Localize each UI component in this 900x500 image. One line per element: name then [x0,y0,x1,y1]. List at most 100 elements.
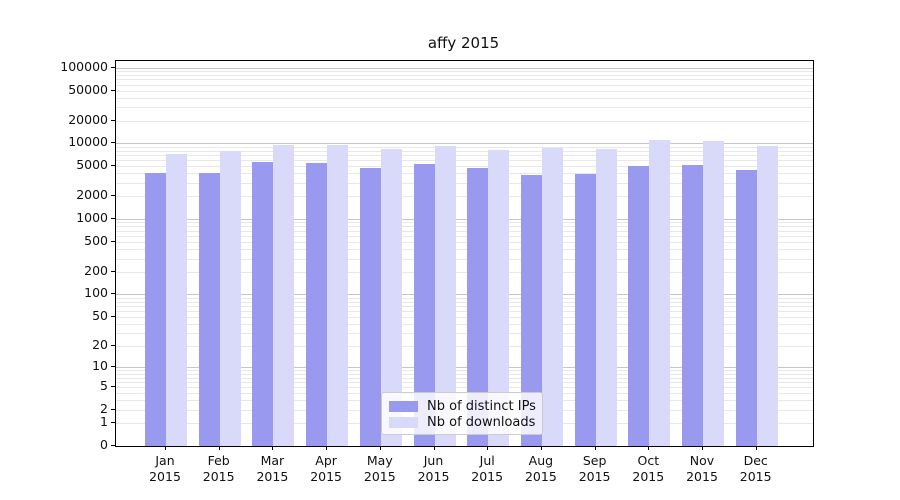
legend-item-distinct-ips: Nb of distinct IPs [389,398,536,414]
bar-distinct-ips-nov [682,165,703,446]
minor-gridline [116,241,813,243]
major-gridline [116,367,813,369]
legend-swatch-distinct-ips-icon [389,400,418,412]
x-tick-label-jun: Jun 2015 [417,453,450,484]
chart-title: affy 2015 [427,34,500,52]
x-tick-label-oct: Oct 2015 [632,453,665,484]
x-tick-label-jul: Jul 2015 [471,453,504,484]
y-tick-label-2000: 2000 [76,187,108,203]
minor-gridline [116,90,813,92]
y-tick-label-1000: 1000 [76,210,108,225]
bar-downloads-dec [756,146,778,446]
y-tick-mark [111,408,115,410]
bar-distinct-ips-oct [628,166,650,446]
x-tick-label-aug: Aug 2015 [524,453,557,484]
minor-gridline [116,146,813,148]
minor-gridline [116,160,813,162]
y-tick-label-50: 50 [92,307,108,323]
bar-downloads-feb [219,151,241,446]
legend-item-downloads: Nb of downloads [389,414,536,430]
bar-distinct-ips-jul [467,168,489,446]
minor-gridline [116,346,813,347]
bar-downloads-aug [541,147,563,446]
y-tick-mark [111,89,115,91]
y-tick-mark [111,345,115,346]
bar-distinct-ips-feb [198,173,220,446]
legend-label-downloads: Nb of downloads [427,414,536,430]
x-tick-mark [165,446,166,450]
bar-downloads-jul [488,150,510,446]
y-tick-label-500: 500 [84,232,108,248]
minor-gridline [116,333,813,335]
minor-gridline [116,84,813,86]
y-tick-label-10: 10 [92,358,108,374]
minor-gridline [116,305,813,307]
minor-gridline [116,107,813,109]
x-tick-mark [218,446,220,450]
y-tick-label-200: 200 [84,262,108,278]
y-tick-mark [111,315,115,317]
y-tick-label-50000: 50000 [68,81,108,97]
y-tick-label-1: 1 [100,414,108,430]
y-tick-label-10000: 10000 [68,134,108,150]
y-tick-label-2: 2 [100,400,108,416]
x-tick-mark [326,446,328,450]
bar-downloads-apr [327,144,349,446]
minor-gridline [116,297,813,299]
y-tick-mark [111,142,115,144]
minor-gridline [116,249,813,250]
minor-gridline [116,182,813,184]
minor-gridline [116,316,813,318]
y-tick-mark [111,445,115,446]
minor-gridline [116,79,813,81]
bar-downloads-mar [273,145,295,446]
legend-swatch-downloads-icon [389,416,418,428]
bar-distinct-ips-aug [520,175,542,446]
y-tick-mark [111,119,115,121]
bar-distinct-ips-dec [735,169,757,446]
bar-downloads-jan [166,153,187,446]
minor-gridline [116,75,813,76]
x-tick-mark [379,446,381,450]
minor-gridline [116,235,813,237]
bar-downloads-may [380,149,402,446]
x-tick-mark [433,446,435,450]
minor-gridline [116,97,813,99]
minor-gridline [116,173,813,175]
y-tick-mark [111,195,115,197]
bar-downloads-oct [649,140,671,446]
y-tick-mark [111,165,115,167]
plot-area [115,60,814,447]
y-tick-label-20: 20 [92,337,108,352]
x-tick-label-may: May 2015 [363,453,396,484]
x-tick-mark [702,446,703,450]
y-tick-label-100: 100 [84,285,108,301]
minor-gridline [116,271,813,273]
x-tick-mark [594,446,596,450]
legend: Nb of distinct IPs Nb of downloads [381,392,543,435]
y-tick-label-100000: 100000 [60,58,108,74]
minor-gridline [116,155,813,157]
minor-gridline [116,301,813,303]
minor-gridline [116,166,813,168]
minor-gridline [116,71,813,73]
minor-gridline [116,370,813,372]
bar-downloads-nov [703,140,724,446]
bar-distinct-ips-apr [306,163,328,446]
y-tick-mark [111,366,115,368]
x-tick-mark [755,446,757,450]
bar-downloads-jun [434,146,456,446]
x-tick-label-sep: Sep 2015 [578,453,611,484]
y-tick-label-20000: 20000 [68,111,108,127]
minor-gridline [116,324,813,325]
minor-gridline [116,310,813,312]
x-tick-label-dec: Dec 2015 [739,453,772,484]
minor-gridline [116,387,813,389]
x-tick-label-nov: Nov 2015 [686,453,718,484]
minor-gridline [116,258,813,260]
y-tick-mark [111,66,115,68]
minor-gridline [116,150,813,152]
major-gridline [116,67,813,69]
legend-label-distinct-ips: Nb of distinct IPs [427,398,536,414]
minor-gridline [116,373,813,375]
